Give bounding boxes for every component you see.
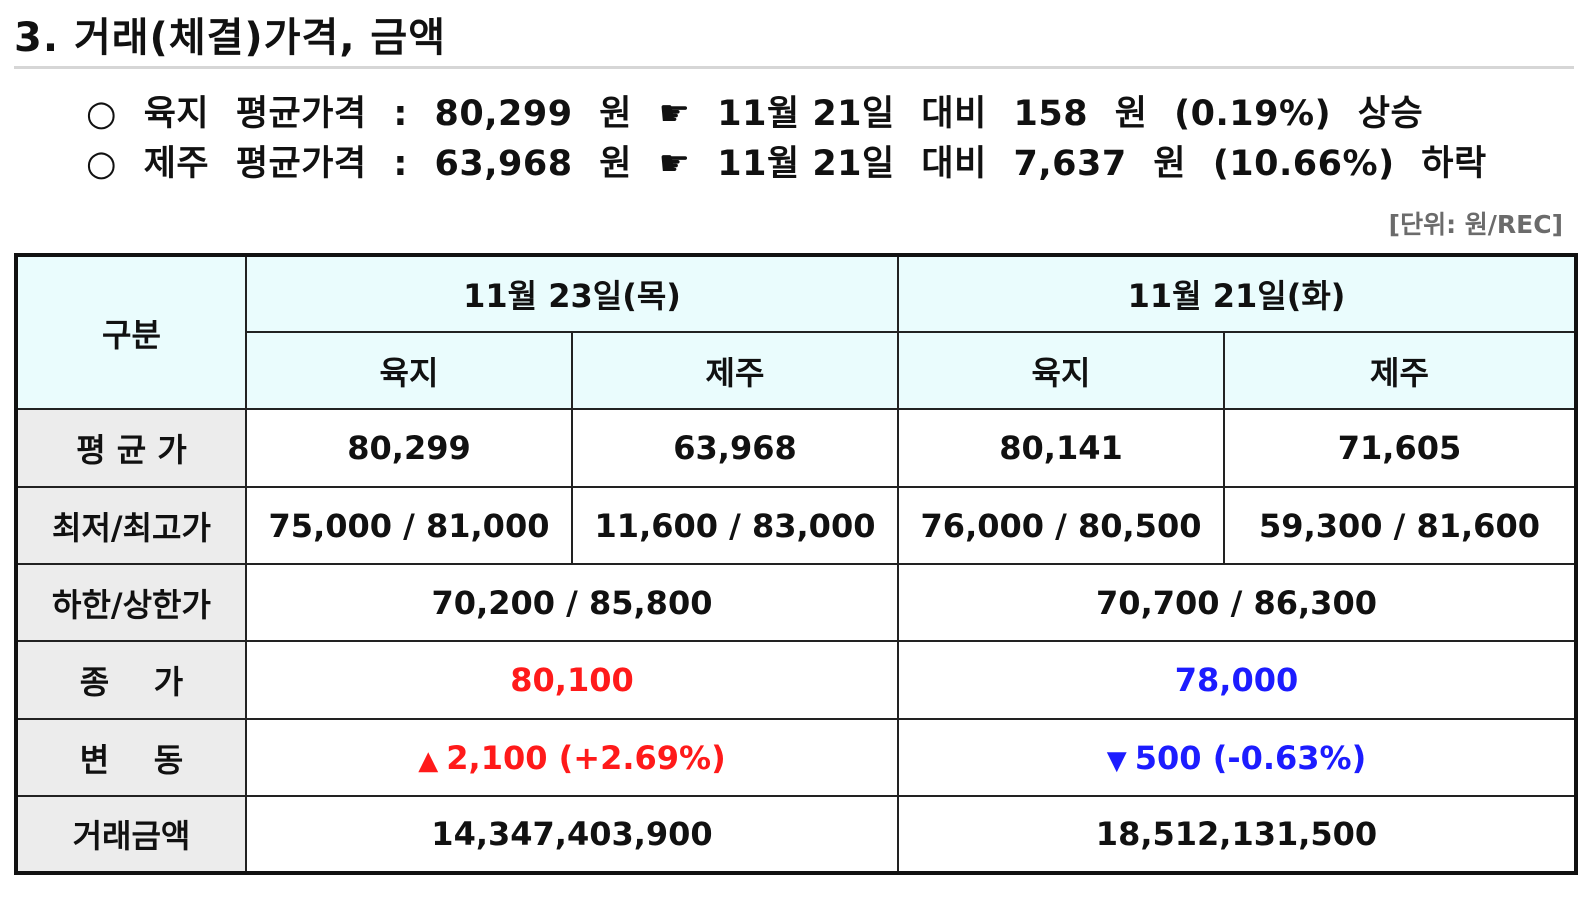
table-header-row: 육지 제주 육지 제주 — [16, 331, 1577, 410]
summary-compare: 대비 — [921, 94, 987, 134]
change-previous: ▼ 500 (-0.63%) — [897, 718, 1577, 797]
summary-label: 평균가격 — [235, 94, 367, 134]
row-label-minmax: 최저/최고가 — [15, 486, 247, 565]
summary-pct: (10.66%) — [1212, 144, 1395, 184]
change-current: ▲ 2,100 (+2.69%) — [245, 718, 899, 797]
table-cell: 11,600 / 83,000 — [571, 486, 899, 565]
table-row: 최저/최고가 75,000 / 81,000 11,600 / 83,000 7… — [15, 486, 1577, 565]
table-row: 하한/상한가 70,200 / 85,800 70,700 / 86,300 — [15, 563, 1577, 642]
table-cell: 59,300 / 81,600 — [1223, 486, 1577, 565]
triangle-up-icon: ▲ — [418, 745, 439, 776]
close-price-current: 80,100 — [245, 640, 899, 720]
summary-won: 원 — [599, 94, 632, 134]
date-header-previous: 11월 21일(화) — [897, 254, 1577, 333]
row-label-amount: 거래금액 — [15, 795, 247, 874]
row-label-change: 변 동 — [15, 718, 247, 797]
table-cell: 14,347,403,900 — [245, 795, 899, 874]
change-value: 500 (-0.63%) — [1134, 738, 1367, 777]
table-cell: 63,968 — [571, 408, 899, 488]
table-cell: 80,299 — [245, 408, 573, 488]
price-table: 구분 11월 23일(목) 11월 21일(화) 육지 제주 육지 제주 평 균… — [14, 253, 1578, 875]
summary-price: 63,968 — [434, 144, 573, 184]
table-cell: 70,700 / 86,300 — [897, 563, 1577, 642]
summary-region: 제주 — [143, 144, 210, 184]
summary-label: 평균가격 — [235, 144, 367, 184]
table-cell: 71,605 — [1223, 408, 1577, 488]
region-header: 제주 — [1223, 331, 1577, 410]
summary-date: 11월 21일 — [717, 94, 895, 134]
table-cell: 75,000 / 81,000 — [245, 486, 573, 565]
table-row: 종 가 80,100 78,000 — [15, 640, 1577, 720]
summary-diff-unit: 원 — [1153, 144, 1187, 184]
table-cell: 70,200 / 85,800 — [245, 563, 899, 642]
close-price-previous: 78,000 — [897, 640, 1577, 720]
table-row: 평 균 가 80,299 63,968 80,141 71,605 — [15, 408, 1577, 488]
section-title: 3. 거래(체결)가격, 금액 — [14, 10, 1574, 69]
summary-diff: 7,637 — [1013, 144, 1127, 184]
summary-direction: 상승 — [1357, 94, 1424, 134]
region-header: 육지 — [245, 331, 573, 410]
table-cell: 18,512,131,500 — [897, 795, 1577, 874]
summary-price: 80,299 — [434, 94, 573, 134]
summary-region: 육지 — [143, 94, 210, 134]
triangle-down-icon: ▼ — [1106, 745, 1127, 776]
summary-colon: : — [393, 94, 408, 134]
pointing-hand-icon: ☛ — [658, 144, 691, 184]
unit-label: [단위: 원/REC] — [1388, 210, 1563, 239]
row-label-limit: 하한/상한가 — [15, 563, 247, 642]
bullet-icon: ○ — [86, 144, 118, 184]
summary-date: 11월 21일 — [717, 144, 895, 184]
table-cell: 76,000 / 80,500 — [897, 486, 1225, 565]
row-label-avg: 평 균 가 — [15, 408, 247, 488]
table-row: 거래금액 14,347,403,900 18,512,131,500 — [15, 795, 1577, 874]
summary-diff-unit: 원 — [1114, 94, 1148, 134]
table-row: 변 동 ▲ 2,100 (+2.69%) ▼ 500 (-0.63%) — [15, 718, 1577, 797]
corner-header: 구분 — [15, 254, 247, 410]
date-header-current: 11월 23일(목) — [245, 254, 899, 333]
change-value: 2,100 (+2.69%) — [446, 738, 726, 777]
summary-direction: 하락 — [1421, 144, 1487, 184]
summary-compare: 대비 — [921, 144, 987, 184]
summary-colon: : — [393, 144, 408, 184]
summary-line-mainland: ○ 육지 평균가격 : 80,299 원 ☛ 11월 21일 대비 158 원 … — [86, 92, 1423, 136]
pointing-hand-icon: ☛ — [658, 94, 691, 134]
summary-pct: (0.19%) — [1174, 94, 1332, 134]
summary-won: 원 — [599, 144, 632, 184]
region-header: 제주 — [571, 331, 899, 410]
table-header-row: 구분 11월 23일(목) 11월 21일(화) — [15, 254, 1577, 410]
region-header: 육지 — [897, 331, 1225, 410]
table-cell: 80,141 — [897, 408, 1225, 488]
bullet-icon: ○ — [86, 94, 118, 134]
row-label-close: 종 가 — [15, 640, 247, 720]
summary-line-jeju: ○ 제주 평균가격 : 63,968 원 ☛ 11월 21일 대비 7,637 … — [86, 142, 1487, 186]
summary-diff: 158 — [1013, 94, 1089, 134]
